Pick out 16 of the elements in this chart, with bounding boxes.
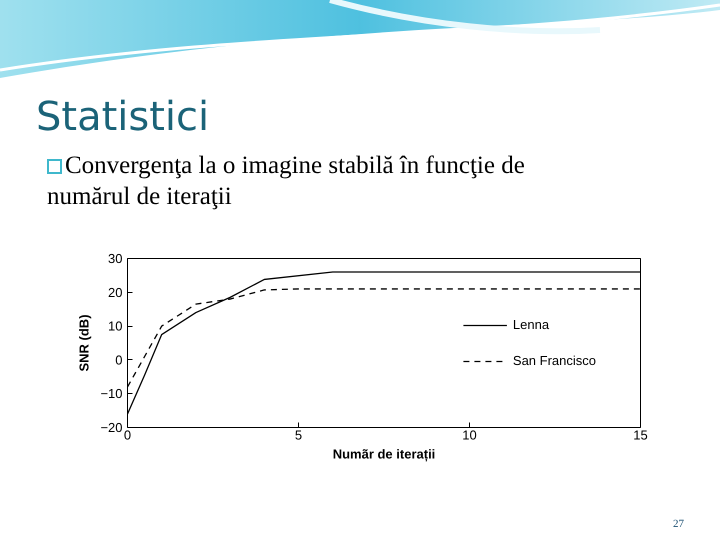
text: 27	[673, 517, 684, 532]
x-axis-title: Numãr de iterații	[332, 446, 436, 462]
y-tick-label: −20	[100, 420, 123, 435]
y-tick-label: 0	[115, 352, 123, 368]
legend-label: Lenna	[512, 317, 550, 332]
x-tick-label: 10	[462, 428, 477, 442]
chart-title: Statistici	[36, 93, 210, 142]
y-tick-label: 20	[108, 284, 123, 300]
x-tick-label: 15	[633, 428, 648, 442]
legend-label: San Francisco	[512, 353, 596, 368]
y-tick-label: 30	[108, 251, 123, 266]
y-tick-label: −10	[100, 386, 123, 402]
y-tick-label: 10	[108, 318, 123, 334]
y-axis-title: SNR (dB)	[76, 314, 92, 372]
chart-subtitle: Convergenţa la o imagine stabilă în funcţie de numărul de iteraţii	[47, 151, 526, 212]
x-tick-label: 5	[294, 428, 302, 442]
